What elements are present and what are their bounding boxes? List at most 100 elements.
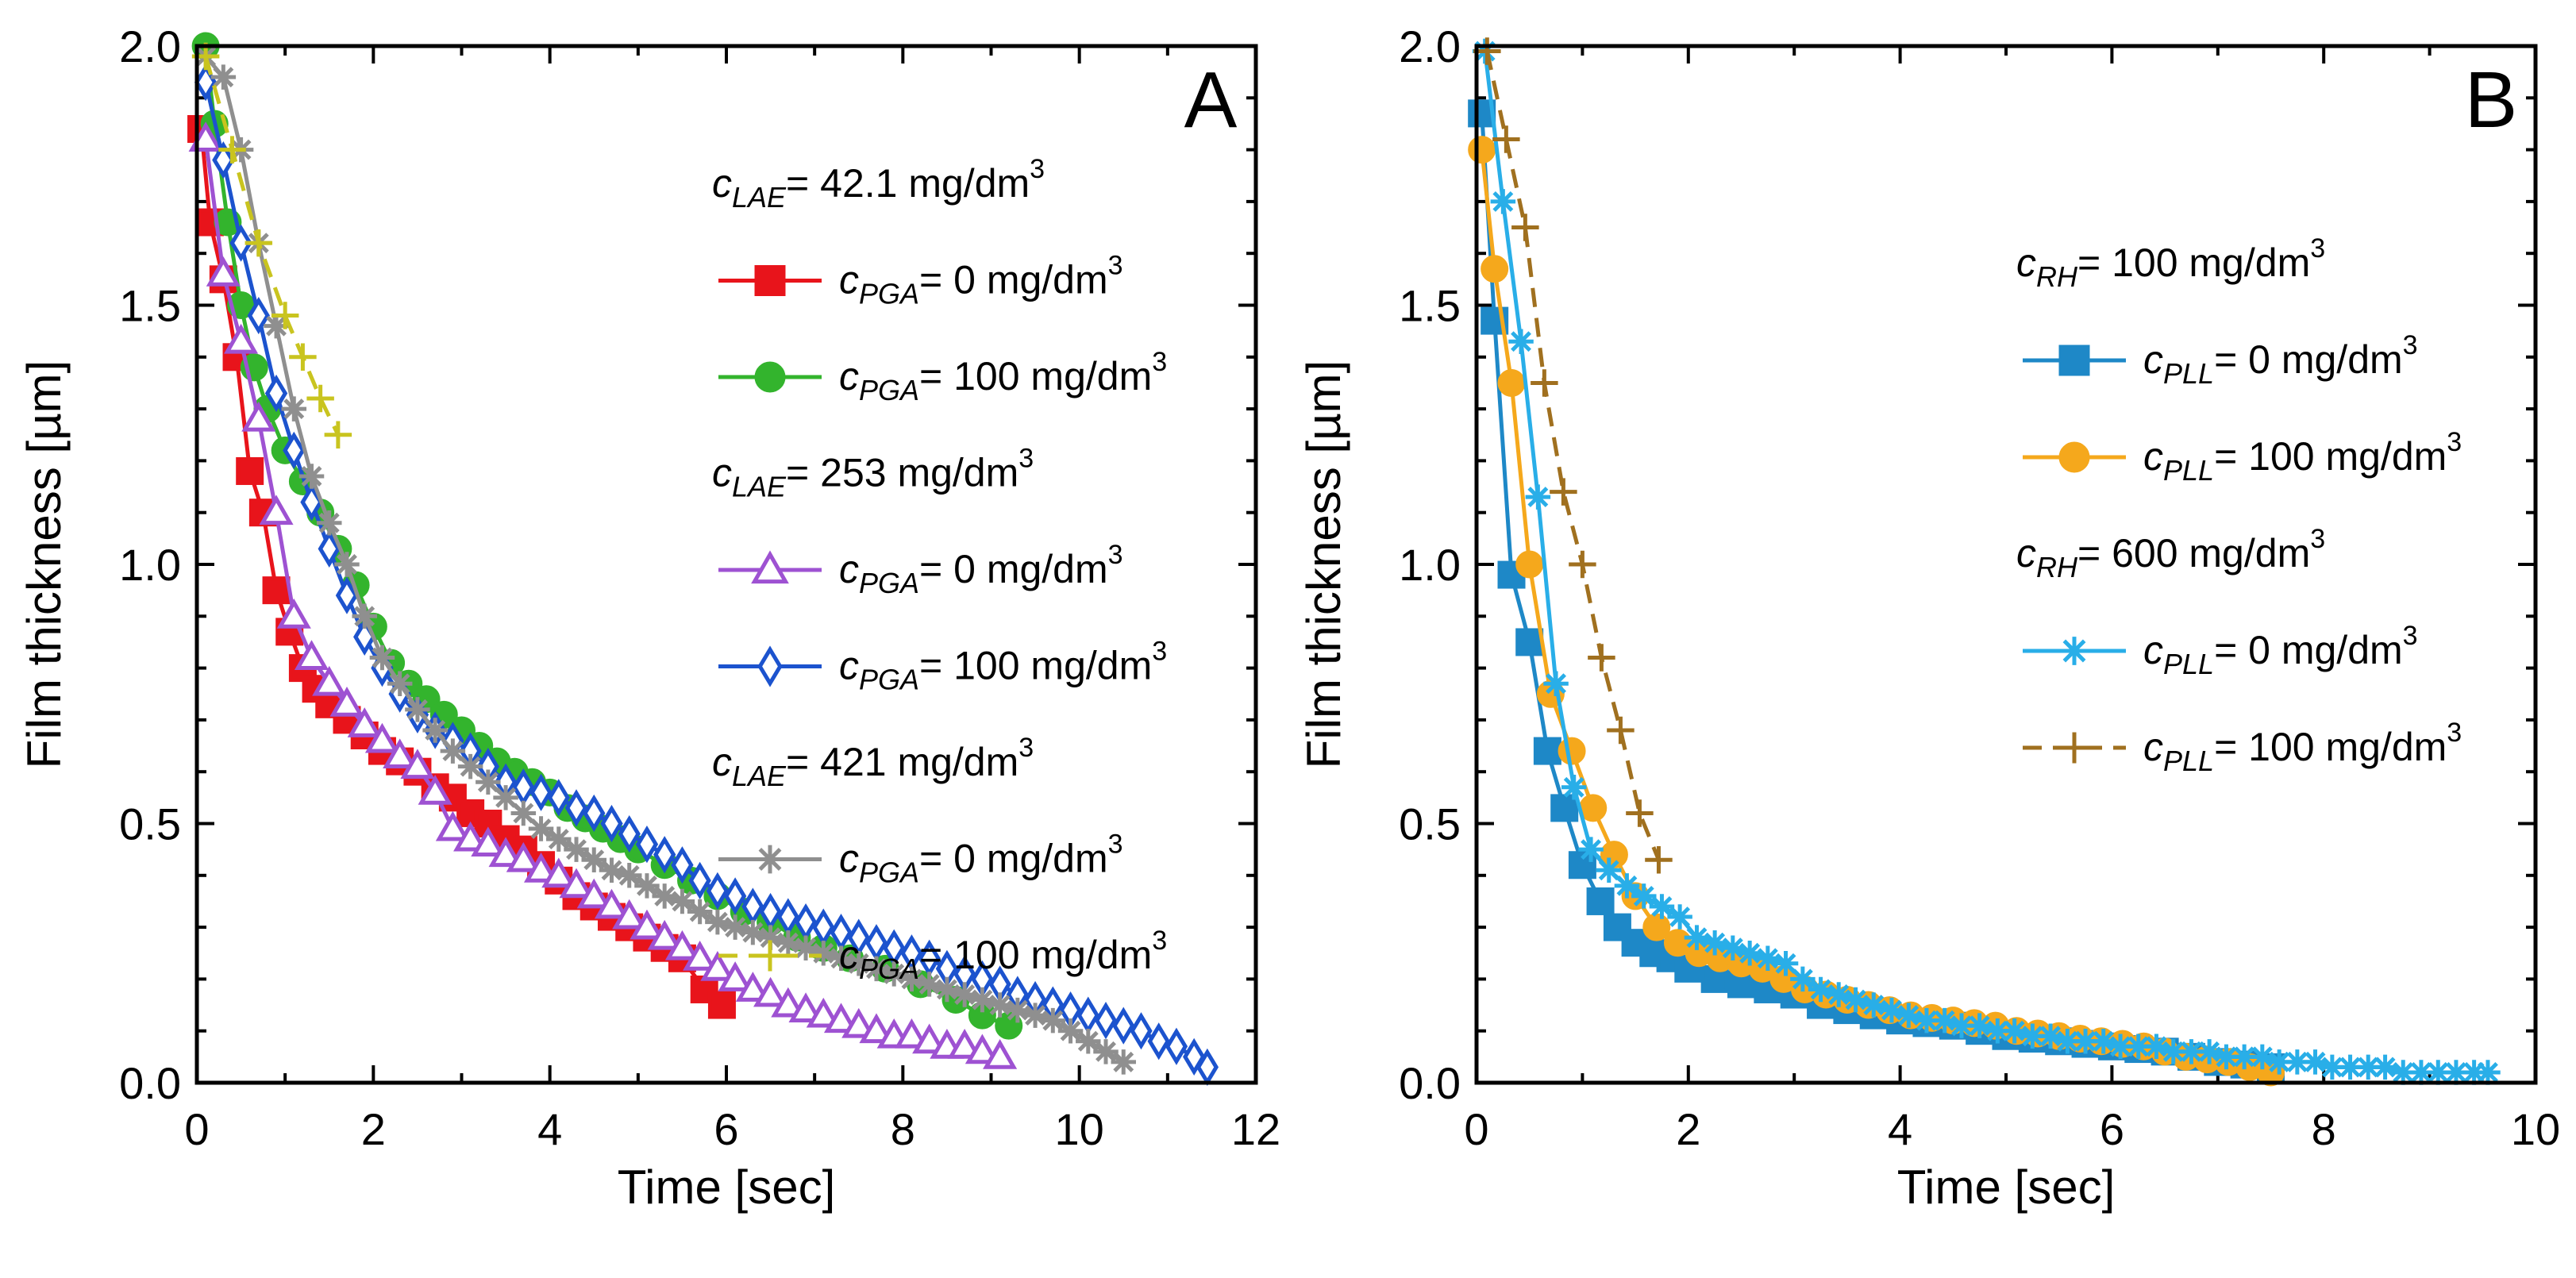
data-point bbox=[1914, 1007, 1939, 1034]
data-point bbox=[471, 826, 506, 857]
data-point bbox=[705, 909, 730, 935]
data-point bbox=[435, 810, 470, 841]
panel-label: A bbox=[1184, 56, 1238, 144]
x-tick-label: 6 bbox=[2100, 1104, 2124, 1154]
legend-marker bbox=[2058, 441, 2090, 473]
data-point bbox=[2390, 1060, 2416, 1085]
data-point bbox=[688, 861, 711, 899]
data-point bbox=[1561, 775, 1587, 800]
data-point bbox=[2073, 1029, 2098, 1054]
legend-entry: cPGA= 100 mg/dm3 bbox=[839, 926, 1167, 985]
data-point bbox=[2126, 1034, 2151, 1060]
data-point bbox=[1737, 941, 1762, 966]
legend-symbol: c bbox=[712, 451, 732, 495]
data-point bbox=[859, 1013, 894, 1044]
data-point bbox=[2302, 1049, 2328, 1075]
data-point bbox=[488, 837, 523, 868]
legend-value: = 100 mg/dm bbox=[919, 354, 1152, 398]
data-point bbox=[347, 707, 382, 737]
y-tick-label: 0.5 bbox=[119, 799, 181, 849]
data-point bbox=[2250, 1044, 2275, 1070]
x-tick-label: 8 bbox=[891, 1104, 915, 1154]
data-point bbox=[2285, 1049, 2310, 1075]
x-tick-label: 8 bbox=[2312, 1104, 2336, 1154]
data-point bbox=[2409, 1060, 2434, 1085]
data-point bbox=[722, 914, 748, 940]
legend-value: = 600 mg/dm bbox=[2077, 531, 2310, 575]
data-point bbox=[583, 794, 606, 833]
data-point bbox=[2108, 1034, 2133, 1060]
x-tick-label: 2 bbox=[361, 1104, 386, 1154]
legend-superscript: 3 bbox=[1108, 251, 1123, 281]
data-point bbox=[317, 510, 342, 536]
data-point bbox=[229, 224, 252, 262]
data-point bbox=[1531, 369, 1558, 397]
data-point bbox=[546, 826, 572, 852]
legend-symbol: c bbox=[2143, 434, 2163, 479]
legend-marker bbox=[754, 265, 786, 296]
data-point bbox=[1094, 1002, 1118, 1040]
data-point bbox=[618, 814, 641, 853]
data-point bbox=[264, 374, 288, 413]
data-point bbox=[1057, 1018, 1084, 1044]
data-point bbox=[1949, 1013, 1974, 1038]
legend-subscript: LAE bbox=[732, 760, 787, 792]
data-point bbox=[245, 229, 273, 257]
legend-symbol: c bbox=[839, 644, 859, 688]
data-point bbox=[1579, 794, 1608, 822]
series-line bbox=[1480, 149, 2272, 1075]
data-point bbox=[1550, 794, 1579, 822]
data-point bbox=[846, 951, 872, 976]
data-point bbox=[1607, 716, 1635, 745]
legend-marker bbox=[2058, 732, 2090, 764]
x-axis-title: Time [sec] bbox=[1897, 1161, 2115, 1214]
data-point bbox=[247, 296, 270, 335]
y-tick-label: 1.0 bbox=[119, 540, 181, 590]
data-point bbox=[987, 992, 1013, 1018]
data-point bbox=[634, 873, 660, 899]
legend-subscript: PLL bbox=[2163, 357, 2214, 390]
legend-value: = 0 mg/dm bbox=[919, 547, 1108, 591]
legend-subscript: PGA bbox=[859, 953, 919, 985]
data-point bbox=[1481, 255, 1509, 283]
legend-value: = 100 mg/dm bbox=[2214, 434, 2447, 479]
data-point bbox=[616, 863, 642, 888]
legend-value: = 421 mg/dm bbox=[786, 740, 1018, 784]
legend-symbol: c bbox=[712, 161, 732, 206]
x-tick-label: 0 bbox=[184, 1104, 209, 1154]
legend-header: cRH= 600 mg/dm3 bbox=[2016, 524, 2325, 583]
data-point bbox=[881, 961, 907, 987]
x-tick-label: 4 bbox=[537, 1104, 562, 1154]
legend-value: = 0 mg/dm bbox=[2214, 337, 2403, 382]
data-point bbox=[2161, 1039, 2186, 1064]
data-point bbox=[894, 1018, 930, 1049]
data-point bbox=[383, 738, 418, 769]
legend-subscript: LAE bbox=[732, 181, 787, 214]
data-point bbox=[1515, 550, 1544, 579]
data-point bbox=[506, 841, 541, 872]
legend-value: = 0 mg/dm bbox=[919, 837, 1108, 881]
data-point bbox=[324, 421, 352, 448]
legend-superscript: 3 bbox=[1152, 637, 1167, 667]
data-point bbox=[1578, 837, 1604, 862]
data-point bbox=[335, 576, 359, 614]
legend-entry: cPLL= 100 mg/dm3 bbox=[2143, 718, 2462, 777]
data-point bbox=[440, 738, 466, 764]
series-5 bbox=[191, 42, 352, 448]
data-point bbox=[753, 976, 788, 1007]
data-point bbox=[541, 857, 576, 888]
data-point bbox=[599, 857, 625, 883]
legend-value: = 253 mg/dm bbox=[786, 451, 1018, 495]
data-point bbox=[1165, 1027, 1188, 1065]
data-point bbox=[405, 697, 430, 722]
data-point bbox=[2231, 1044, 2257, 1070]
data-point bbox=[965, 1034, 999, 1064]
data-point bbox=[600, 804, 623, 843]
data-point bbox=[1490, 189, 1516, 214]
legend-symbol: c bbox=[839, 933, 859, 977]
data-point bbox=[212, 141, 235, 179]
data-point bbox=[2337, 1054, 2363, 1080]
data-point bbox=[952, 982, 977, 1007]
data-point bbox=[841, 1007, 876, 1038]
